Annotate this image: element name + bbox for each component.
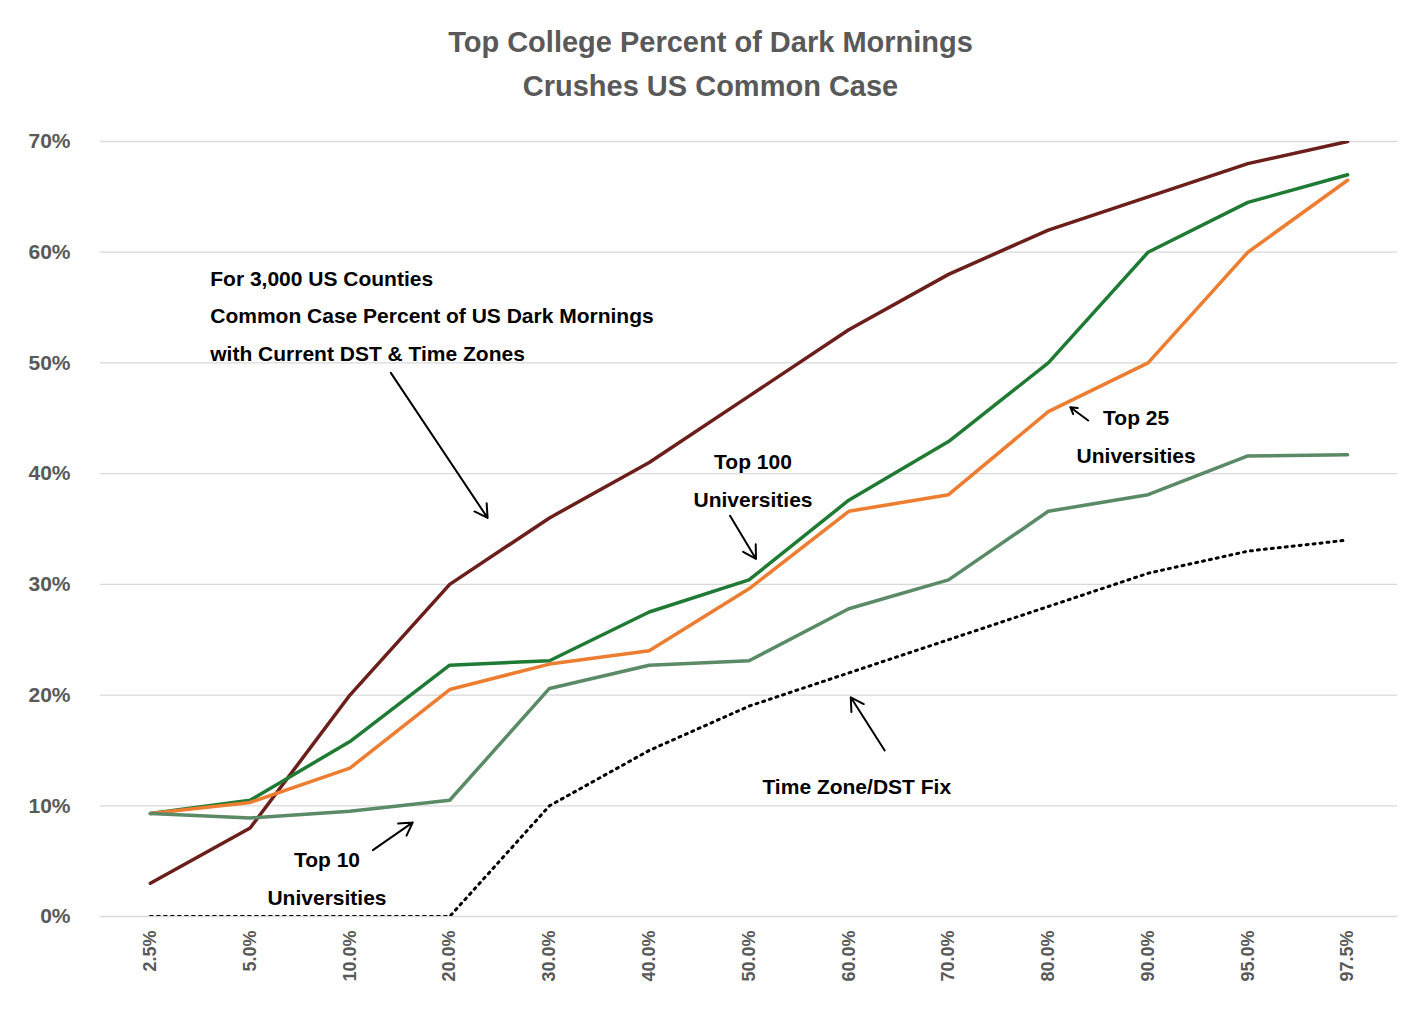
svg-text:97.5%: 97.5% — [1337, 931, 1357, 982]
svg-text:10%: 10% — [28, 794, 70, 817]
svg-text:60%: 60% — [28, 240, 70, 263]
svg-text:30.0%: 30.0% — [539, 931, 559, 982]
svg-text:10.0%: 10.0% — [340, 931, 360, 982]
svg-text:For 3,000 US CountiesCommon Ca: For 3,000 US CountiesCommon Case Percent… — [209, 267, 653, 366]
svg-text:Top 25Universities: Top 25Universities — [1077, 406, 1196, 467]
svg-text:Top 100Universities: Top 100Universities — [693, 450, 812, 511]
html-text:Top College Percent of Dark Mo: Top College Percent of Dark Mornings Cru… — [448, 26, 973, 102]
svg-text:90.0%: 90.0% — [1138, 931, 1158, 982]
svg-text:2.5%: 2.5% — [140, 931, 160, 972]
svg-text:70%: 70% — [28, 129, 70, 152]
svg-text:50.0%: 50.0% — [739, 931, 759, 982]
svg-text:50%: 50% — [28, 351, 70, 374]
svg-text:95.0%: 95.0% — [1238, 931, 1258, 982]
svg-text:30%: 30% — [28, 572, 70, 595]
svg-text:70.0%: 70.0% — [938, 931, 958, 982]
svg-text:Top 10Universities: Top 10Universities — [267, 848, 386, 909]
svg-text:Time Zone/DST Fix: Time Zone/DST Fix — [762, 775, 951, 798]
svg-text:20.0%: 20.0% — [439, 931, 459, 982]
svg-text:80.0%: 80.0% — [1038, 931, 1058, 982]
svg-text:60.0%: 60.0% — [839, 931, 859, 982]
svg-text:40.0%: 40.0% — [639, 931, 659, 982]
svg-text:5.0%: 5.0% — [240, 931, 260, 972]
svg-text:20%: 20% — [28, 683, 70, 706]
svg-text:0%: 0% — [40, 904, 71, 927]
svg-text:40%: 40% — [28, 461, 70, 484]
